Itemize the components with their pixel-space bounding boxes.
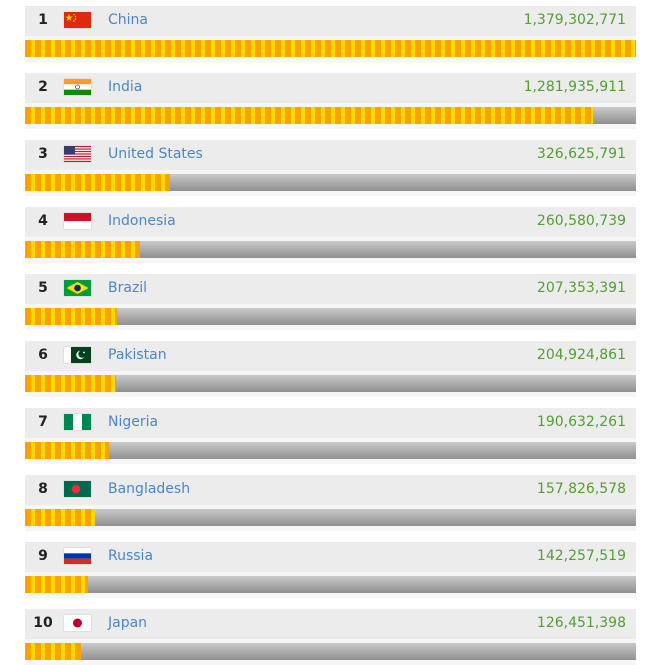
rank-label: 6 [38,347,48,363]
rank-label: 7 [38,414,48,430]
population-value: 190,632,261 [536,414,626,430]
population-value: 157,826,578 [536,481,626,497]
population-bar [25,308,117,325]
rank-label: 4 [38,213,48,229]
population-bar-track [25,107,636,124]
population-bar [25,40,636,57]
population-bar [25,576,88,593]
country-row: 9 Russia 142,257,519 [25,542,636,598]
population-bar-track [25,442,636,459]
country-row: 2 India 1,281,935,911 [25,73,636,129]
population-bar [25,509,95,526]
country-name-link[interactable]: China [108,12,148,28]
usa-flag-icon [64,146,91,162]
nigeria-flag-icon [64,414,91,430]
rank-label: 10 [33,615,53,631]
rank-label: 5 [38,280,48,296]
country-row-header: 6 Pakistan 204,924,861 [25,341,636,371]
country-row: 7 Nigeria 190,632,261 [25,408,636,464]
country-row: 4 Indonesia 260,580,739 [25,207,636,263]
population-bar-track [25,241,636,258]
china-flag-icon [64,12,91,28]
population-value: 1,281,935,911 [523,79,626,95]
country-row-header: 3 United States 326,625,791 [25,140,636,170]
population-bar-track [25,643,636,660]
population-bar-track [25,576,636,593]
indonesia-flag-icon [64,213,91,229]
population-bar-track [25,509,636,526]
country-row-header: 8 Bangladesh 157,826,578 [25,475,636,505]
country-name-link[interactable]: United States [108,146,203,162]
rank-label: 8 [38,481,48,497]
india-flag-icon [64,79,91,95]
country-name-link[interactable]: Bangladesh [108,481,191,497]
population-value: 142,257,519 [536,548,626,564]
population-bar [25,442,109,459]
brazil-flag-icon [64,280,91,296]
country-row-header: 7 Nigeria 190,632,261 [25,408,636,438]
population-value: 207,353,391 [536,280,626,296]
population-bar [25,174,170,191]
country-row: 3 United States 326,625,791 [25,140,636,196]
population-value: 1,379,302,771 [523,12,626,28]
population-value: 260,580,739 [536,213,626,229]
country-row-header: 4 Indonesia 260,580,739 [25,207,636,237]
country-row-header: 10 Japan 126,451,398 [25,609,636,639]
population-bar [25,107,593,124]
country-name-link[interactable]: Nigeria [108,414,159,430]
population-bar [25,643,81,660]
country-row: 10 Japan 126,451,398 [25,609,636,665]
population-bar [25,375,116,392]
country-name-link[interactable]: Indonesia [108,213,176,229]
population-bar-track [25,308,636,325]
bangladesh-flag-icon [64,481,91,497]
population-value: 326,625,791 [536,146,626,162]
russia-flag-icon [64,548,91,564]
population-bar [25,241,140,258]
population-value: 204,924,861 [536,347,626,363]
population-bar-track [25,40,636,57]
population-bar-track [25,375,636,392]
country-row: 5 Brazil 207,353,391 [25,274,636,330]
country-row-header: 9 Russia 142,257,519 [25,542,636,572]
country-name-link[interactable]: Brazil [108,280,148,296]
country-row-header: 1 China 1,379,302,771 [25,6,636,36]
japan-flag-icon [64,615,91,631]
rank-label: 1 [38,12,48,28]
country-row-header: 5 Brazil 207,353,391 [25,274,636,304]
rank-label: 9 [38,548,48,564]
rank-label: 3 [38,146,48,162]
population-bar-track [25,174,636,191]
country-row: 8 Bangladesh 157,826,578 [25,475,636,531]
pakistan-flag-icon [64,347,91,363]
population-value: 126,451,398 [536,615,626,631]
country-row: 1 China 1,379,302,771 [25,6,636,62]
country-row-header: 2 India 1,281,935,911 [25,73,636,103]
country-row: 6 Pakistan 204,924,861 [25,341,636,397]
rank-label: 2 [38,79,48,95]
country-name-link[interactable]: Russia [108,548,154,564]
country-name-link[interactable]: Pakistan [108,347,167,363]
country-name-link[interactable]: Japan [108,615,148,631]
country-name-link[interactable]: India [108,79,143,95]
